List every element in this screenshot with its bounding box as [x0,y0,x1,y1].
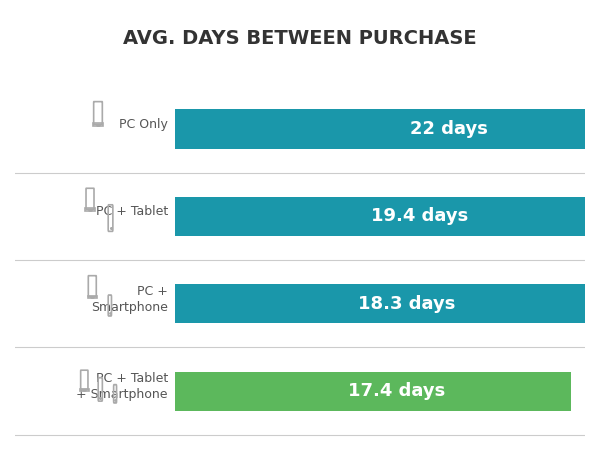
Bar [175,371,571,411]
Bar [175,109,600,149]
Text: PC + Tablet: PC + Tablet [95,206,168,219]
Bar [80,388,89,391]
Bar [88,296,97,298]
Bar [175,197,600,236]
Text: 18.3 days: 18.3 days [358,295,456,313]
Text: PC Only: PC Only [119,118,168,131]
Bar [85,208,95,211]
Text: 22 days: 22 days [410,120,488,138]
Text: PC +
Smartphone: PC + Smartphone [91,285,168,314]
Title: AVG. DAYS BETWEEN PURCHASE: AVG. DAYS BETWEEN PURCHASE [123,29,477,48]
Bar [93,124,103,126]
Text: 19.4 days: 19.4 days [371,207,469,225]
Text: 17.4 days: 17.4 days [348,382,446,400]
Text: PC + Tablet
+ Smartphone: PC + Tablet + Smartphone [76,372,168,401]
Bar [175,284,592,324]
